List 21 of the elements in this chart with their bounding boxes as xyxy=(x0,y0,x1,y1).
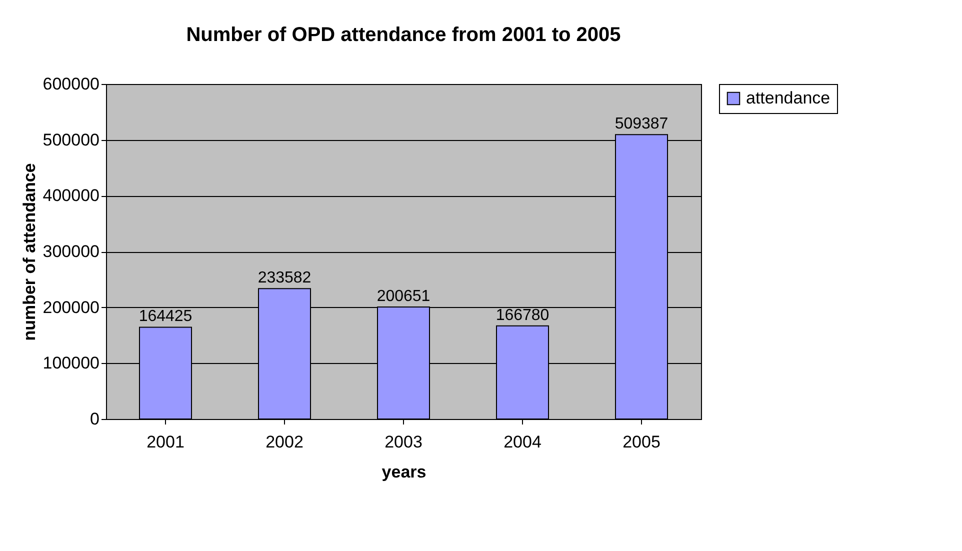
data-label: 509387 xyxy=(614,116,668,133)
y-tick-label: 0 xyxy=(90,410,100,428)
legend-label: attendance xyxy=(746,88,830,108)
x-tick-label: 2005 xyxy=(622,432,660,452)
y-tick-label: 500000 xyxy=(42,130,100,150)
data-label: 200651 xyxy=(376,288,430,305)
data-label: 166780 xyxy=(496,306,550,324)
x-tick-label: 2003 xyxy=(384,432,422,452)
x-tick-label: 2001 xyxy=(146,432,184,452)
x-tick-label: 2004 xyxy=(504,432,542,452)
y-tick-label: 200000 xyxy=(42,298,100,317)
data-label: 233582 xyxy=(258,270,312,287)
x-tick-label: 2002 xyxy=(266,432,304,452)
y-tick-label: 100000 xyxy=(42,354,100,373)
y-tick-label: 300000 xyxy=(42,242,100,261)
data-label: 164425 xyxy=(138,308,192,326)
x-axis-title: years xyxy=(382,462,426,482)
y-tick-label: 600000 xyxy=(42,74,100,94)
y-axis-title: number of attendance xyxy=(20,163,39,341)
y-tick-label: 400000 xyxy=(42,186,100,206)
chart-title: Number of OPD attendance from 2001 to 2005 xyxy=(186,24,621,46)
